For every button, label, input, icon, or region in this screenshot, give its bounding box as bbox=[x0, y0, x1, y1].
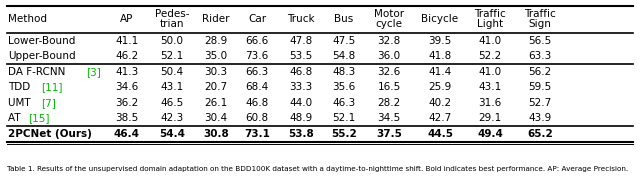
Text: 40.2: 40.2 bbox=[428, 98, 452, 108]
Text: 73.1: 73.1 bbox=[244, 129, 270, 139]
Text: 65.2: 65.2 bbox=[527, 129, 553, 139]
Text: 28.9: 28.9 bbox=[204, 36, 228, 46]
Text: 43.1: 43.1 bbox=[161, 82, 184, 92]
Text: 35.6: 35.6 bbox=[332, 82, 356, 92]
Text: 26.1: 26.1 bbox=[204, 98, 228, 108]
Text: 54.4: 54.4 bbox=[159, 129, 185, 139]
Text: AT: AT bbox=[8, 113, 24, 123]
Text: Bicycle: Bicycle bbox=[421, 14, 459, 25]
Text: 53.5: 53.5 bbox=[289, 51, 312, 61]
Text: Light: Light bbox=[477, 19, 503, 29]
Text: 73.6: 73.6 bbox=[245, 51, 269, 61]
Text: 53.8: 53.8 bbox=[288, 129, 314, 139]
Text: 36.0: 36.0 bbox=[378, 51, 401, 61]
Text: 50.0: 50.0 bbox=[161, 36, 184, 46]
Text: 63.3: 63.3 bbox=[529, 51, 552, 61]
Text: 46.8: 46.8 bbox=[245, 98, 269, 108]
Text: 55.2: 55.2 bbox=[331, 129, 357, 139]
Text: [7]: [7] bbox=[42, 98, 56, 108]
Text: 52.1: 52.1 bbox=[161, 51, 184, 61]
Text: Sign: Sign bbox=[529, 19, 552, 29]
Text: [15]: [15] bbox=[29, 113, 50, 123]
Text: [3]: [3] bbox=[86, 67, 101, 77]
Text: 46.8: 46.8 bbox=[289, 67, 312, 77]
Text: 44.0: 44.0 bbox=[289, 98, 312, 108]
Text: TDD: TDD bbox=[8, 82, 33, 92]
Text: 68.4: 68.4 bbox=[245, 82, 269, 92]
Text: 41.8: 41.8 bbox=[428, 51, 452, 61]
Text: Traffic: Traffic bbox=[524, 9, 556, 19]
Text: 25.9: 25.9 bbox=[428, 82, 452, 92]
Text: 32.8: 32.8 bbox=[378, 36, 401, 46]
Text: Table 1. Results of the unsupervised domain adaptation on the BDD100K dataset wi: Table 1. Results of the unsupervised dom… bbox=[7, 166, 628, 172]
Text: Method: Method bbox=[8, 14, 47, 25]
Text: 48.9: 48.9 bbox=[289, 113, 312, 123]
Text: 42.3: 42.3 bbox=[161, 113, 184, 123]
Text: 54.8: 54.8 bbox=[332, 51, 356, 61]
Text: AP: AP bbox=[120, 14, 134, 25]
Text: 66.6: 66.6 bbox=[245, 36, 269, 46]
Text: Lower-Bound: Lower-Bound bbox=[8, 36, 76, 46]
Text: 37.5: 37.5 bbox=[376, 129, 402, 139]
Text: 32.6: 32.6 bbox=[378, 67, 401, 77]
Text: 41.1: 41.1 bbox=[115, 36, 139, 46]
Text: UMT: UMT bbox=[8, 98, 34, 108]
Text: 33.3: 33.3 bbox=[289, 82, 312, 92]
Text: 59.5: 59.5 bbox=[529, 82, 552, 92]
Text: Motor: Motor bbox=[374, 9, 404, 19]
Text: Upper-Bound: Upper-Bound bbox=[8, 51, 76, 61]
Text: 30.8: 30.8 bbox=[203, 129, 229, 139]
Text: 60.8: 60.8 bbox=[245, 113, 269, 123]
Text: 47.5: 47.5 bbox=[332, 36, 356, 46]
Text: Pedes-: Pedes- bbox=[155, 9, 189, 19]
Text: 41.0: 41.0 bbox=[479, 67, 502, 77]
Text: trian: trian bbox=[160, 19, 184, 29]
Text: 46.4: 46.4 bbox=[114, 129, 140, 139]
Text: 36.2: 36.2 bbox=[115, 98, 139, 108]
Text: 44.5: 44.5 bbox=[427, 129, 453, 139]
Text: 46.5: 46.5 bbox=[161, 98, 184, 108]
Text: 31.6: 31.6 bbox=[478, 98, 502, 108]
Text: Truck: Truck bbox=[287, 14, 315, 25]
Text: 66.3: 66.3 bbox=[245, 67, 269, 77]
Text: 43.9: 43.9 bbox=[529, 113, 552, 123]
Text: 48.3: 48.3 bbox=[332, 67, 356, 77]
Text: 46.2: 46.2 bbox=[115, 51, 139, 61]
Text: 30.3: 30.3 bbox=[204, 67, 228, 77]
Text: 30.4: 30.4 bbox=[204, 113, 228, 123]
Text: 42.7: 42.7 bbox=[428, 113, 452, 123]
Text: 41.4: 41.4 bbox=[428, 67, 452, 77]
Text: 46.3: 46.3 bbox=[332, 98, 356, 108]
Text: Traffic: Traffic bbox=[474, 9, 506, 19]
Text: 16.5: 16.5 bbox=[378, 82, 401, 92]
Text: 2PCNet (Ours): 2PCNet (Ours) bbox=[8, 129, 92, 139]
Text: 34.6: 34.6 bbox=[115, 82, 139, 92]
Text: 52.1: 52.1 bbox=[332, 113, 356, 123]
Text: 35.0: 35.0 bbox=[204, 51, 228, 61]
Text: 20.7: 20.7 bbox=[204, 82, 228, 92]
Text: Rider: Rider bbox=[202, 14, 230, 25]
Text: 47.8: 47.8 bbox=[289, 36, 312, 46]
Text: 56.2: 56.2 bbox=[529, 67, 552, 77]
Text: Car: Car bbox=[248, 14, 266, 25]
Text: DA F-RCNN: DA F-RCNN bbox=[8, 67, 68, 77]
Text: Bus: Bus bbox=[334, 14, 354, 25]
Text: 49.4: 49.4 bbox=[477, 129, 503, 139]
Text: 38.5: 38.5 bbox=[115, 113, 139, 123]
Text: 39.5: 39.5 bbox=[428, 36, 452, 46]
Text: 52.7: 52.7 bbox=[529, 98, 552, 108]
Text: 41.0: 41.0 bbox=[479, 36, 502, 46]
Text: 43.1: 43.1 bbox=[478, 82, 502, 92]
Text: [11]: [11] bbox=[41, 82, 63, 92]
Text: cycle: cycle bbox=[376, 19, 403, 29]
Text: 56.5: 56.5 bbox=[529, 36, 552, 46]
Text: 41.3: 41.3 bbox=[115, 67, 139, 77]
Text: 28.2: 28.2 bbox=[378, 98, 401, 108]
Text: 29.1: 29.1 bbox=[478, 113, 502, 123]
Text: 52.2: 52.2 bbox=[478, 51, 502, 61]
Text: 34.5: 34.5 bbox=[378, 113, 401, 123]
Text: 50.4: 50.4 bbox=[161, 67, 184, 77]
